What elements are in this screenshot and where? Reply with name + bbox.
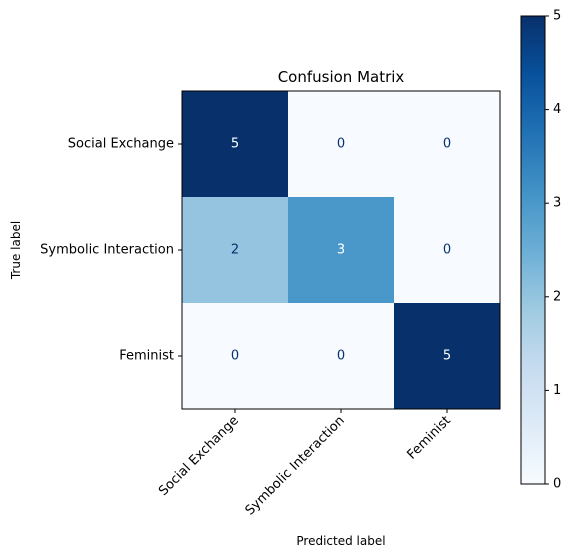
matrix-cell [182,303,288,409]
matrix-cell-labels: 5 0 0 2 3 0 0 0 5 [231,137,451,364]
y-tick-label: Feminist [119,349,174,364]
cell-value: 3 [337,243,345,258]
y-axis-label: True label [9,221,23,280]
y-tick-label: Social Exchange [68,137,174,152]
y-tick-label: Symbolic Interaction [40,243,174,258]
cell-value: 0 [231,349,239,364]
cell-value: 0 [337,137,345,152]
cell-value: 5 [443,349,451,364]
colorbar-ticks: 0 1 2 3 4 5 [545,9,561,492]
matrix-cell [288,303,394,409]
colorbar-tick-label: 1 [553,383,561,398]
cell-value: 5 [231,137,239,152]
colorbar-tick-label: 2 [553,289,561,304]
x-axis-label: Predicted label [296,534,385,548]
chart-title: Confusion Matrix [278,68,405,86]
matrix-cells [182,91,500,409]
colorbar-tick-label: 0 [553,477,561,492]
cell-value: 0 [443,243,451,258]
x-tick-label: Symbolic Interaction [243,413,348,518]
y-axis-ticks: Social Exchange Symbolic Interaction Femin… [40,137,182,364]
matrix-cell [394,197,500,303]
matrix-cell [288,197,394,303]
cell-value: 0 [443,137,451,152]
x-tick-label: Feminist [404,413,453,462]
cell-value: 2 [231,243,239,258]
x-axis-ticks: Social Exchange Symbolic Interaction Femin… [156,409,454,518]
matrix-cell [394,91,500,197]
colorbar-frame [520,15,546,485]
colorbar-gradient [521,16,545,484]
matrix-cell [394,303,500,409]
cell-value: 0 [337,349,345,364]
matrix-cell [182,91,288,197]
x-tick-label: Social Exchange [156,413,242,499]
matrix-cell [182,197,288,303]
colorbar-tick-label: 5 [553,9,561,24]
colorbar-tick-label: 4 [553,102,561,117]
matrix-cell [288,91,394,197]
colorbar-tick-label: 3 [553,196,561,211]
